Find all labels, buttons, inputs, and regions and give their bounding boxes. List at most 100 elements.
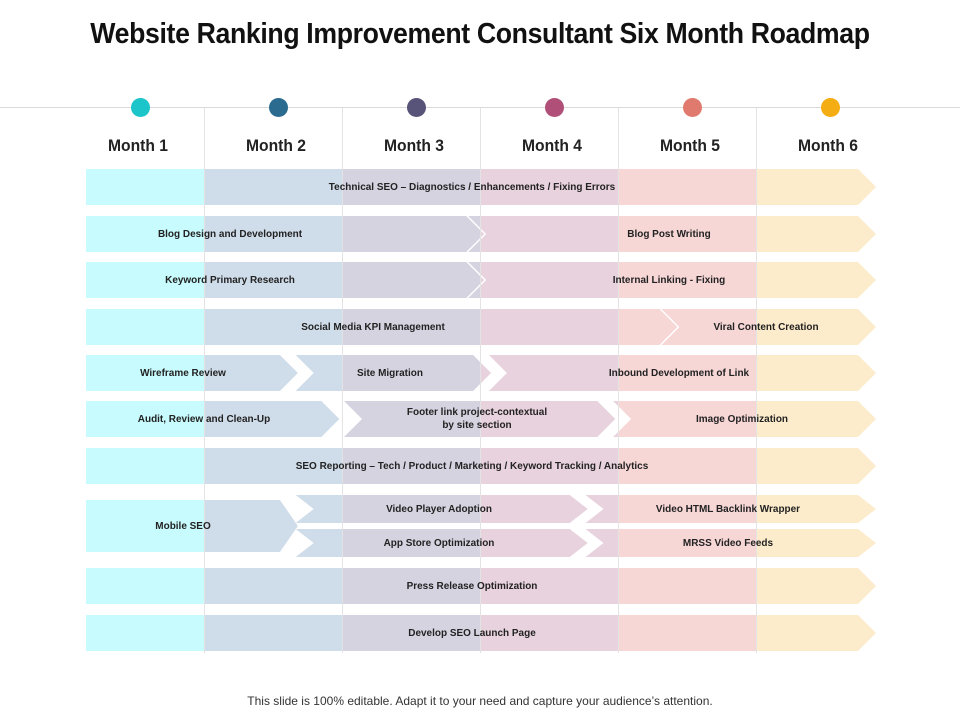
task-bar-segment bbox=[480, 216, 618, 252]
task-label: Keyword Primary Research bbox=[165, 273, 296, 286]
task-bar-segment bbox=[618, 216, 756, 252]
month-4-marker-dot bbox=[545, 98, 564, 117]
task-bar-segment bbox=[480, 448, 618, 484]
task-bar-segment bbox=[342, 615, 480, 651]
task-bar-segment bbox=[756, 401, 876, 437]
month-3-marker-dot bbox=[407, 98, 426, 117]
task-bar-segment bbox=[756, 355, 876, 391]
task-bar-segment bbox=[86, 568, 204, 604]
task-bar-segment bbox=[618, 169, 756, 205]
month-divider bbox=[204, 108, 205, 653]
task-label: Develop SEO Launch Page bbox=[408, 626, 536, 639]
task-bar-segment bbox=[618, 495, 756, 523]
task-bar-segment bbox=[488, 355, 618, 391]
task-bar-segment bbox=[204, 568, 342, 604]
task-bar bbox=[86, 401, 340, 437]
task-bar-segment bbox=[618, 615, 756, 651]
footer-note: This slide is 100% editable. Adapt it to… bbox=[247, 694, 713, 708]
task-label: Wireframe Review bbox=[140, 366, 226, 379]
month-1-marker-dot bbox=[131, 98, 150, 117]
task-label: Video HTML Backlink Wrapper bbox=[655, 502, 800, 515]
task-bar-segment bbox=[756, 309, 876, 345]
task-bar-segment bbox=[756, 495, 876, 523]
task-bar-segment bbox=[204, 355, 298, 391]
task-bar-segment bbox=[86, 169, 204, 205]
task-bar bbox=[86, 355, 298, 391]
task-bar bbox=[86, 448, 876, 484]
task-bar bbox=[468, 216, 876, 252]
task-bar-segment bbox=[342, 262, 480, 298]
month-6-label: Month 6 bbox=[798, 136, 858, 155]
task-bar-segment bbox=[86, 448, 204, 484]
task-bar-segment bbox=[342, 568, 480, 604]
month-divider bbox=[618, 108, 619, 653]
task-bar-segment bbox=[756, 529, 876, 557]
task-bar-segment bbox=[618, 262, 756, 298]
task-bar-segment bbox=[204, 615, 342, 651]
task-bar-segment bbox=[86, 355, 204, 391]
task-label: App Store Optimization bbox=[383, 536, 495, 549]
task-label: Blog Post Writing bbox=[627, 227, 711, 240]
task-bar-segment bbox=[342, 169, 480, 205]
task-bar-segment bbox=[204, 500, 298, 552]
task-bar bbox=[468, 262, 876, 298]
task-bar-segment bbox=[204, 448, 342, 484]
task-bar bbox=[86, 568, 876, 604]
task-bar-segment bbox=[480, 529, 588, 557]
month-divider bbox=[480, 108, 481, 653]
timeline-line bbox=[0, 107, 960, 108]
task-label: MRSS Video Feeds bbox=[682, 536, 773, 549]
month-6-marker-dot bbox=[821, 98, 840, 117]
task-label: Social Media KPI Management bbox=[300, 320, 445, 333]
task-bar-segment bbox=[756, 169, 876, 205]
task-bar-segment bbox=[342, 355, 480, 391]
month-5-marker-dot bbox=[683, 98, 702, 117]
task-label: SEO Reporting – Tech / Product / Marketi… bbox=[295, 459, 649, 472]
task-bar bbox=[295, 495, 588, 523]
month-4-label: Month 4 bbox=[522, 136, 582, 155]
task-bar-segment bbox=[342, 309, 480, 345]
task-bar-segment bbox=[204, 309, 342, 345]
task-bar bbox=[295, 355, 492, 391]
task-label: Inbound Development of Link bbox=[609, 366, 750, 379]
task-label: Footer link project-contextual by site se… bbox=[406, 406, 547, 431]
task-bar-segment bbox=[618, 568, 756, 604]
task-bar-segment bbox=[480, 216, 485, 252]
task-bar bbox=[86, 309, 678, 345]
task-bar-segment bbox=[480, 262, 618, 298]
month-divider bbox=[342, 108, 343, 653]
task-bar-segment bbox=[756, 216, 876, 252]
task-bar-segment bbox=[480, 568, 618, 604]
task-bar-segment bbox=[480, 495, 588, 523]
month-2-marker-dot bbox=[269, 98, 288, 117]
task-bar-segment bbox=[756, 262, 876, 298]
task-label: Press Release Optimization bbox=[406, 579, 538, 592]
task-label: Internal Linking - Fixing bbox=[612, 273, 726, 286]
task-bar-segment bbox=[756, 448, 876, 484]
task-bar-segment bbox=[344, 401, 480, 437]
task-bar bbox=[295, 529, 588, 557]
task-bar bbox=[488, 355, 876, 391]
task-bar bbox=[344, 401, 616, 437]
task-bar-segment bbox=[204, 262, 342, 298]
task-label: Video Player Adoption bbox=[385, 502, 492, 515]
task-label: Image Optimization bbox=[695, 412, 788, 425]
task-bar-segment bbox=[618, 529, 756, 557]
task-bar-segment bbox=[756, 568, 876, 604]
task-bar bbox=[86, 615, 876, 651]
task-bar bbox=[86, 262, 485, 298]
month-3-label: Month 3 bbox=[384, 136, 444, 155]
task-bar-segment bbox=[480, 615, 618, 651]
task-bar bbox=[86, 169, 876, 205]
month-5-label: Month 5 bbox=[660, 136, 720, 155]
task-label: Site Migration bbox=[357, 366, 424, 379]
task-bar-segment bbox=[204, 216, 342, 252]
task-label: Blog Design and Development bbox=[158, 227, 303, 240]
task-bar-segment bbox=[480, 355, 492, 391]
task-bar-segment bbox=[342, 216, 480, 252]
task-bar-segment bbox=[480, 401, 616, 437]
task-bar-segment bbox=[86, 401, 204, 437]
task-bar bbox=[585, 529, 876, 557]
task-bar-segment bbox=[86, 615, 204, 651]
task-label: Technical SEO – Diagnostics / Enhancemen… bbox=[328, 180, 616, 193]
